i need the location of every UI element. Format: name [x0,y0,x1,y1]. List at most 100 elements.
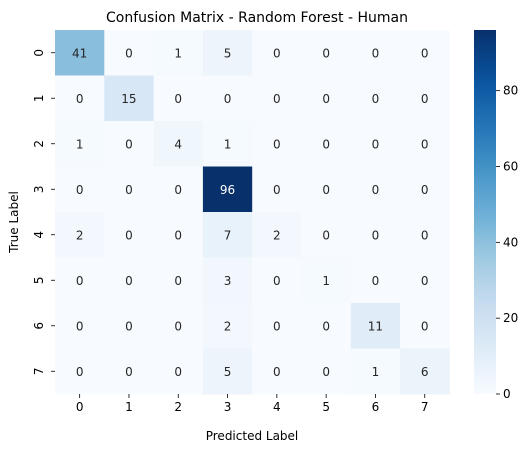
cell-value: 96 [220,183,235,197]
x-tick-label: 6 [372,400,380,414]
cell-value: 0 [125,46,133,60]
cell-value: 0 [322,92,330,106]
colorbar-tick-label: 40 [503,235,518,249]
heatmap-cell [400,348,450,395]
heatmap-cell [252,121,302,167]
heatmap-cell [400,121,450,167]
heatmap-cell [55,348,105,395]
colorbar-gradient [474,30,496,394]
y-tick-label: 3 [32,185,46,193]
cell-value: 0 [322,183,330,197]
heatmap-cell [400,257,450,304]
cell-value: 0 [372,183,380,197]
cell-value: 11 [368,319,383,333]
cell-value: 0 [125,137,133,151]
cell-value: 1 [322,274,330,288]
heatmap-cell [400,166,450,213]
x-tick-label: 4 [273,400,281,414]
heatmap-cell [202,303,253,349]
heatmap-cell [301,257,352,304]
x-axis: 0 1 2 3 4 5 6 7 [76,394,429,414]
colorbar-tick-label: 80 [503,84,518,98]
cell-value: 0 [372,228,380,242]
cell-value: 0 [273,274,281,288]
cell-value: 4 [174,137,182,151]
y-axis-label: True Label [7,191,21,254]
cell-value: 0 [421,46,429,60]
heatmap-cell [350,257,401,304]
x-tick-label: 3 [224,400,232,414]
heatmap-cell [55,75,105,122]
heatmap-cell [400,75,450,122]
heatmap-cell [153,166,204,213]
heatmap-cell [252,30,302,76]
colorbar-tick-label: 0 [503,387,511,401]
heatmap-cell [202,75,253,122]
heatmap-cell [153,348,204,395]
colorbar-tick-label: 20 [503,311,518,325]
heatmap-cell [202,121,253,167]
cell-value: 3 [224,274,232,288]
cell-value: 0 [125,274,133,288]
cell-value: 0 [372,46,380,60]
cell-value: 1 [76,137,84,151]
cell-value: 0 [174,365,182,379]
x-tick-label: 1 [125,400,133,414]
heatmap-cell [301,30,352,76]
cell-value: 0 [76,183,84,197]
cell-value: 0 [421,137,429,151]
heatmap-cell [202,166,253,213]
cell-value: 0 [421,92,429,106]
heatmap-cell [104,212,155,258]
heatmap-cells: 41 0 1 5 0 0 0 00 15 0 0 0 0 0 01 0 4 1 0 0 0 00 0 0 96 0 0 0 02 0 0 7 2… [55,30,450,395]
heatmap-cell [350,121,401,167]
cell-value: 0 [322,365,330,379]
cell-value: 0 [273,46,281,60]
heatmap-cell [55,257,105,304]
y-tick-label: 5 [32,276,46,284]
heatmap-cell [252,166,302,213]
heatmap-cell [104,303,155,349]
cell-value: 5 [224,46,232,60]
heatmap-cell [252,75,302,122]
cell-value: 2 [273,228,281,242]
cell-value: 0 [273,92,281,106]
heatmap-cell [104,257,155,304]
heatmap-cell [104,75,155,122]
heatmap-cell [350,30,401,76]
x-tick-label: 5 [322,400,330,414]
cell-value: 7 [224,228,232,242]
heatmap-cell [252,212,302,258]
heatmap-cell [153,121,204,167]
heatmap-cell [202,257,253,304]
heatmap-cell [301,75,352,122]
heatmap-cell [400,212,450,258]
heatmap-cell [301,348,352,395]
cell-value: 0 [174,228,182,242]
y-axis: 0 1 2 3 4 5 6 7 [32,49,55,375]
cell-value: 0 [421,183,429,197]
heatmap-cell [153,30,204,76]
cell-value: 0 [125,365,133,379]
heatmap-cell [350,75,401,122]
cell-value: 2 [224,319,232,333]
cell-value: 0 [372,274,380,288]
heatmap-cell [350,212,401,258]
heatmap-cell [301,121,352,167]
heatmap-cell [55,212,105,258]
cell-value: 0 [273,365,281,379]
heatmap-cell [104,348,155,395]
heatmap-cell [252,303,302,349]
cell-value: 0 [76,319,84,333]
cell-value: 0 [125,228,133,242]
heatmap-cell [202,212,253,258]
cell-value: 0 [322,46,330,60]
heatmap-cell [400,303,450,349]
heatmap-cell [252,348,302,395]
x-axis-label: Predicted Label [206,429,299,443]
heatmap-cell [153,212,204,258]
cell-value: 0 [273,183,281,197]
cell-value: 0 [273,137,281,151]
y-tick-label: 2 [32,140,46,148]
